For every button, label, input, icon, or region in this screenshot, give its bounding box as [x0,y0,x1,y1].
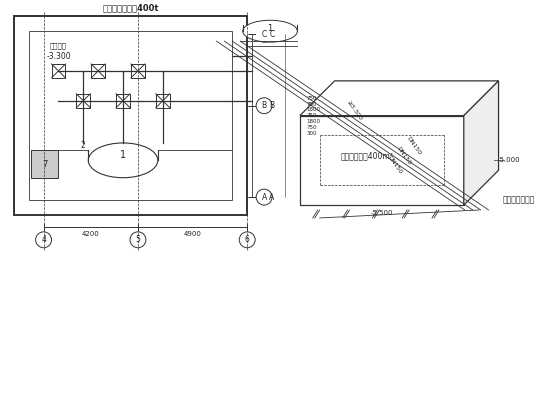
Bar [91,64,105,78]
Text: C: C [269,30,274,39]
Circle shape [256,189,272,205]
Text: 4: 4 [41,235,46,244]
Bar [31,150,58,178]
Circle shape [36,232,52,248]
Bar [300,116,464,205]
Circle shape [130,232,146,248]
Bar [76,94,90,108]
Bar [156,94,170,108]
Text: -3.300: -3.300 [46,52,71,60]
Circle shape [239,232,255,248]
Bar [29,31,232,200]
Circle shape [256,26,272,42]
Text: 相对标高: 相对标高 [50,43,67,50]
Text: 7: 7 [42,160,47,169]
Polygon shape [300,81,498,116]
Text: 750
750
1800
750
1800
750
300: 750 750 1800 750 1800 750 300 [307,96,321,136]
Text: B: B [262,101,267,110]
Text: ≥3.300: ≥3.300 [346,100,363,121]
Text: A: A [262,193,267,202]
Text: 4200: 4200 [82,231,100,237]
Text: 地下消防水池400m³: 地下消防水池400m³ [340,151,393,160]
Bar [14,16,247,215]
Bar [116,94,130,108]
Text: C: C [262,30,267,39]
Bar [52,64,66,78]
Text: 接室外消防管网: 接室外消防管网 [502,196,535,205]
Text: -5.500: -5.500 [371,210,393,216]
Text: 2: 2 [81,141,86,150]
Text: 6: 6 [245,235,250,244]
Ellipse shape [242,20,297,42]
Text: 1: 1 [120,150,126,160]
Text: DN150: DN150 [406,135,422,155]
Circle shape [256,98,272,114]
Polygon shape [464,81,498,205]
Text: 1: 1 [268,24,273,33]
Text: B: B [269,101,274,110]
Text: DN150: DN150 [396,145,412,165]
Text: -5.000: -5.000 [497,158,520,163]
Text: 4900: 4900 [184,231,202,237]
Text: 5: 5 [136,235,141,244]
Text: DN150: DN150 [386,155,403,176]
Text: A: A [269,193,274,202]
Bar [131,64,145,78]
Text: 接地下消防水池400t: 接地下消防水池400t [102,4,158,13]
Ellipse shape [88,143,158,178]
